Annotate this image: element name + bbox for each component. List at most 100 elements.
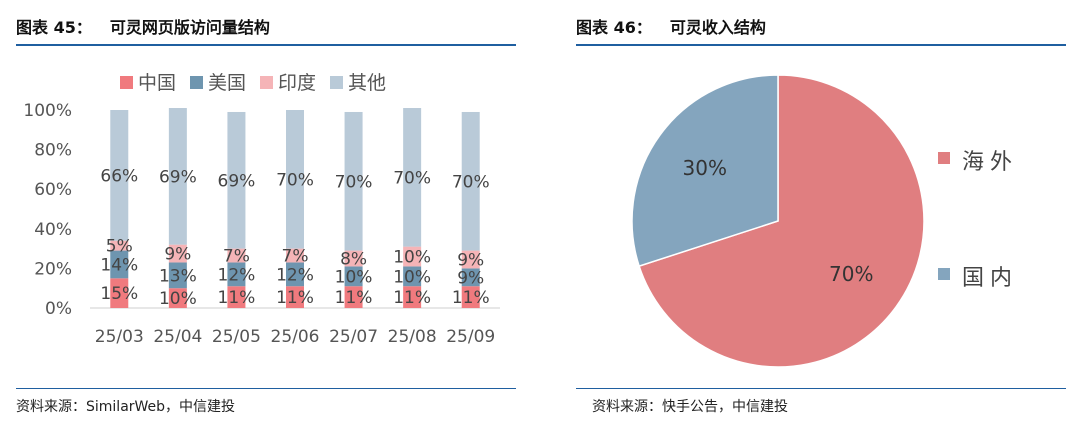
bar-segment-印度 bbox=[227, 248, 246, 263]
pie-slice-0 bbox=[638, 74, 925, 368]
data-label: 12% bbox=[276, 265, 314, 285]
y-tick-label: 20% bbox=[34, 259, 72, 279]
data-label: 9% bbox=[457, 268, 484, 288]
bar-segment-其他 bbox=[168, 108, 187, 245]
bar-segment-其他 bbox=[461, 111, 480, 251]
x-tick-label: 25/08 bbox=[388, 327, 437, 347]
data-label: 9% bbox=[164, 245, 191, 265]
data-label: 69% bbox=[159, 167, 197, 187]
data-label: 70% bbox=[276, 170, 314, 190]
bar-segment-美国 bbox=[227, 262, 246, 287]
y-tick-label: 60% bbox=[34, 180, 72, 200]
data-label: 8% bbox=[340, 249, 367, 269]
bar-segment-中国 bbox=[403, 286, 422, 308]
data-label: 10% bbox=[393, 267, 431, 287]
bar-segment-其他 bbox=[227, 111, 246, 249]
legend-label-3: 其他 bbox=[348, 72, 386, 94]
data-label: 70% bbox=[335, 172, 373, 192]
legend-swatch-0 bbox=[120, 76, 133, 89]
data-label: 5% bbox=[106, 237, 133, 257]
pie-legend-label-0: 海外 bbox=[962, 150, 1018, 175]
data-label: 10% bbox=[335, 267, 373, 287]
data-label: 11% bbox=[276, 288, 314, 308]
y-tick-label: 100% bbox=[23, 101, 72, 121]
right-source-note: 资料来源：快手公告，中信建投 bbox=[592, 399, 788, 415]
y-tick-label: 80% bbox=[34, 141, 72, 161]
x-tick-label: 25/09 bbox=[446, 327, 495, 347]
bar-segment-中国 bbox=[344, 286, 363, 308]
x-tick-label: 25/07 bbox=[329, 327, 378, 347]
legend-swatch-3 bbox=[330, 76, 343, 89]
x-tick-label: 25/04 bbox=[153, 327, 202, 347]
data-label: 70% bbox=[452, 172, 490, 192]
data-label: 12% bbox=[218, 265, 256, 285]
data-label: 15% bbox=[100, 284, 138, 304]
left-source-note: 资料来源：SimilarWeb，中信建投 bbox=[16, 399, 236, 415]
data-label: 14% bbox=[100, 255, 138, 275]
legend-swatch-2 bbox=[260, 76, 273, 89]
data-label: 7% bbox=[282, 247, 309, 267]
legend-label-0: 中国 bbox=[138, 72, 176, 94]
bar-segment-中国 bbox=[110, 278, 129, 308]
data-label: 11% bbox=[335, 288, 373, 308]
left-title-rule bbox=[16, 44, 516, 46]
bar-segment-美国 bbox=[344, 266, 363, 287]
left-bottom-rule bbox=[16, 388, 516, 389]
legend-label-2: 印度 bbox=[278, 72, 316, 94]
right-chart-number: 图表 46： bbox=[576, 18, 652, 37]
left-chart-title: 图表 45： 可灵网页版访问量结构 bbox=[16, 14, 270, 38]
right-chart-title: 图表 46： 可灵收入结构 bbox=[576, 14, 766, 38]
pie-slice-label-1: 30% bbox=[683, 156, 727, 180]
left-chart-title-text: 可灵网页版访问量结构 bbox=[109, 18, 270, 37]
bar-segment-中国 bbox=[227, 286, 246, 308]
pie-slice-label-0: 70% bbox=[829, 262, 873, 286]
bar-segment-印度 bbox=[168, 244, 187, 263]
data-label: 11% bbox=[393, 288, 431, 308]
chart-legend: 中国 美国 印度 其他 bbox=[120, 72, 386, 94]
y-tick-label: 0% bbox=[45, 299, 72, 319]
stacked-bar-chart: 中国 美国 印度 其他 0% 20% 40% 60% 80% 100% 15% 14%5% 66% 25/… bbox=[23, 72, 500, 347]
x-tick-label: 25/06 bbox=[271, 327, 320, 347]
x-tick-label: 25/05 bbox=[212, 327, 261, 347]
bar-segment-印度 bbox=[286, 248, 304, 263]
legend-label-1: 美国 bbox=[208, 72, 246, 94]
right-title-rule bbox=[576, 44, 1066, 46]
right-bottom-rule bbox=[576, 388, 1066, 389]
pie-legend-label-1: 国内 bbox=[962, 266, 1018, 291]
bar-segment-美国 bbox=[403, 266, 422, 287]
bar-segment-美国 bbox=[286, 262, 304, 287]
left-chart-number: 图表 45： bbox=[16, 18, 92, 37]
pie-legend-swatch-0 bbox=[938, 152, 950, 164]
data-label: 69% bbox=[218, 171, 256, 191]
pie-legend-swatch-1 bbox=[938, 268, 950, 280]
x-tick-label: 25/03 bbox=[95, 327, 144, 347]
y-tick-label: 40% bbox=[34, 220, 72, 240]
bar-segment-美国 bbox=[110, 250, 129, 279]
right-chart-title-text: 可灵收入结构 bbox=[669, 18, 766, 37]
bar-segment-其他 bbox=[403, 108, 422, 247]
data-label: 7% bbox=[223, 247, 250, 267]
legend-swatch-1 bbox=[190, 76, 203, 89]
bar-segment-印度 bbox=[110, 240, 129, 251]
bar-segment-中国 bbox=[286, 286, 304, 308]
data-label: 11% bbox=[218, 288, 256, 308]
bar-segment-美国 bbox=[461, 268, 480, 287]
bar-segment-其他 bbox=[344, 111, 363, 251]
data-label: 10% bbox=[159, 289, 197, 309]
data-label: 10% bbox=[393, 248, 431, 268]
bar-segment-其他 bbox=[286, 110, 304, 249]
bar-segment-中国 bbox=[168, 288, 187, 308]
bar-segment-印度 bbox=[461, 250, 480, 269]
bar-segment-印度 bbox=[403, 246, 422, 267]
data-label: 70% bbox=[393, 168, 431, 188]
bar-segment-印度 bbox=[344, 250, 363, 267]
pie-slice-1 bbox=[631, 74, 779, 268]
data-label: 13% bbox=[159, 266, 197, 286]
data-label: 66% bbox=[100, 166, 138, 186]
data-label: 11% bbox=[452, 288, 490, 308]
bar-segment-美国 bbox=[168, 262, 187, 289]
bar-segment-其他 bbox=[110, 110, 129, 241]
bar-segment-中国 bbox=[461, 286, 480, 308]
data-label: 9% bbox=[457, 250, 484, 270]
